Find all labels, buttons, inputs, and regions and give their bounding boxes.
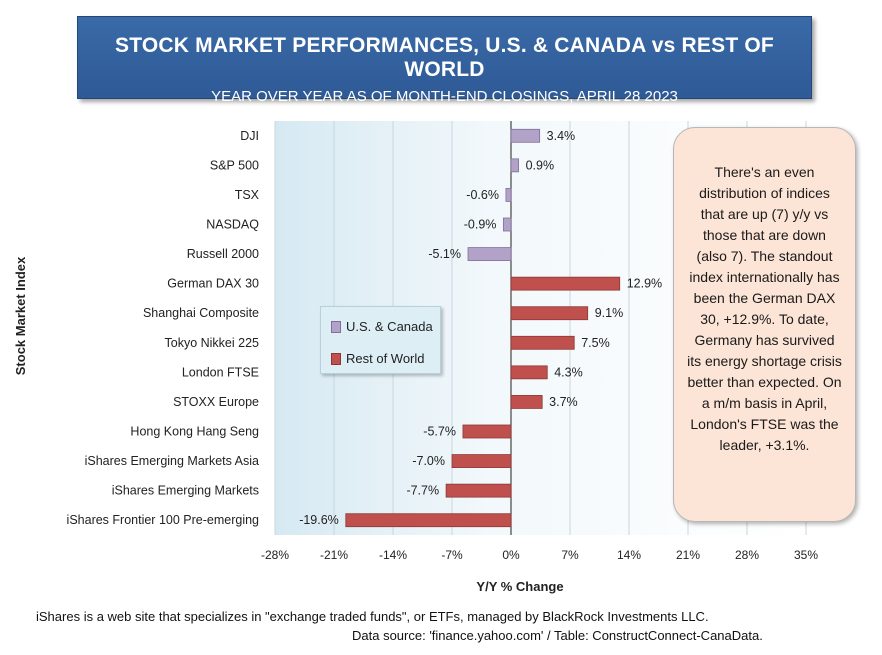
x-tick-label: 7% (561, 548, 579, 562)
title-banner: STOCK MARKET PERFORMANCES, U.S. & CANADA… (77, 16, 812, 105)
bar (510, 306, 589, 321)
data-label: 4.3% (554, 365, 583, 379)
bar (510, 158, 519, 173)
y-axis-title: Stock Market Index (13, 256, 28, 375)
bar (462, 424, 512, 439)
y-tick-label: iShares Emerging Markets (112, 484, 259, 498)
bar (445, 483, 512, 498)
data-label: -5.1% (428, 247, 461, 261)
x-tick-label: -21% (320, 548, 348, 562)
y-tick-label: Shanghai Composite (143, 306, 259, 320)
x-tick-label: 28% (735, 548, 759, 562)
data-label: -19.6% (299, 513, 339, 527)
legend-swatch-rest-of-world (331, 352, 341, 365)
x-tick-label: 21% (676, 548, 700, 562)
y-tick-label: Hong Kong Hang Seng (130, 425, 259, 439)
y-tick-label: DJI (240, 129, 259, 143)
data-label: -7.0% (412, 454, 445, 468)
chart-title: STOCK MARKET PERFORMANCES, U.S. & CANADA… (115, 34, 774, 81)
data-label: 12.9% (627, 277, 662, 291)
x-tick-label: 0% (502, 548, 520, 562)
y-tick-label: iShares Frontier 100 Pre-emerging (67, 513, 259, 527)
bar (503, 217, 512, 232)
bar (510, 365, 548, 380)
y-tick-label: S&P 500 (210, 158, 259, 172)
x-tick-label: 35% (794, 548, 818, 562)
chart-subtitle: YEAR OVER YEAR AS OF MONTH-END CLOSINGS,… (211, 88, 678, 105)
data-label: 3.7% (549, 395, 578, 409)
y-tick-label: London FTSE (182, 365, 259, 379)
legend-swatch-us-canada (331, 320, 341, 333)
data-label: 7.5% (581, 336, 610, 350)
legend-item-us-canada: U.S. & Canada (331, 319, 433, 334)
bar (505, 188, 512, 202)
footnote: iShares is a web site that specializes i… (36, 609, 709, 624)
source-note: Data source: 'finance.yahoo.com' / Table… (352, 628, 763, 643)
y-tick-label: TSX (235, 188, 260, 202)
y-tick-label: STOXX Europe (173, 395, 259, 409)
annotation-text: There's an even distribution of indices … (687, 164, 842, 453)
y-tick-label: Russell 2000 (187, 247, 259, 261)
x-tick-label: -28% (261, 548, 289, 562)
y-tick-label: German DAX 30 (167, 277, 259, 291)
x-tick-label: -14% (379, 548, 407, 562)
x-tick-label: -7% (441, 548, 463, 562)
legend-item-rest-of-world: Rest of World (331, 351, 425, 366)
data-label: -7.7% (406, 484, 439, 498)
legend: U.S. & Canada Rest of World (320, 306, 441, 374)
y-tick-label: NASDAQ (206, 218, 259, 232)
bar (510, 395, 543, 409)
x-tick-label: 14% (617, 548, 641, 562)
data-label: -0.6% (466, 188, 499, 202)
bar (510, 128, 541, 143)
bar (510, 335, 575, 350)
labels: -28% -21% -14% -7% 0% 7% 14% 21% 28% 35% DJI 3.4% S&… (67, 129, 819, 562)
data-label: -5.7% (423, 425, 456, 439)
data-label: -0.9% (464, 218, 497, 232)
y-tick-label: Tokyo Nikkei 225 (165, 336, 260, 350)
bar (510, 276, 621, 291)
x-axis-title: Y/Y % Change (476, 579, 563, 594)
bars (345, 128, 621, 528)
bar (467, 247, 512, 261)
data-label: 9.1% (595, 306, 624, 320)
y-tick-label: iShares Emerging Markets Asia (85, 454, 259, 468)
data-label: 3.4% (547, 129, 576, 143)
legend-label-rest-of-world: Rest of World (346, 351, 425, 366)
annotation-callout: There's an even distribution of indices … (673, 127, 856, 522)
data-label: 0.9% (526, 158, 555, 172)
legend-label-us-canada: U.S. & Canada (346, 319, 433, 334)
bar (451, 454, 512, 468)
bar (345, 513, 512, 528)
